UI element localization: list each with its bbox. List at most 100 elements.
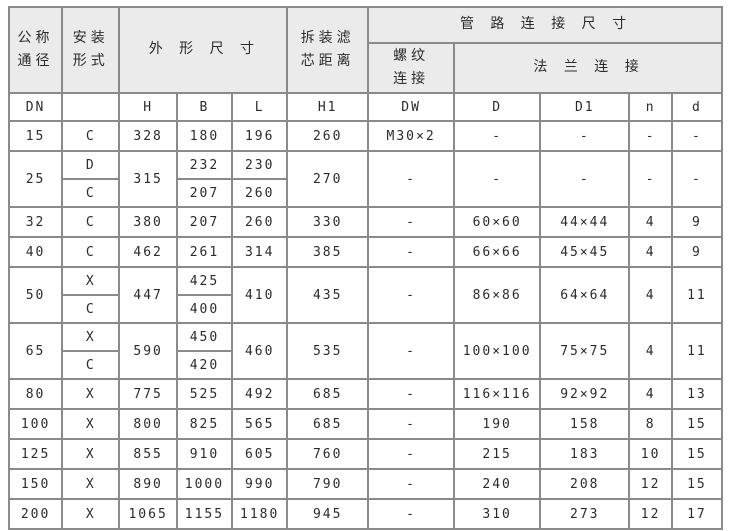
cell: 100 bbox=[7, 408, 64, 440]
header-flange-connection: 法 兰 连 接 bbox=[453, 42, 723, 94]
cell: 462 bbox=[118, 236, 178, 268]
cell: 12 bbox=[628, 468, 673, 500]
cell: X bbox=[61, 322, 121, 352]
cell: 196 bbox=[231, 120, 289, 152]
cell: 17 bbox=[670, 498, 724, 530]
cell: 605 bbox=[231, 438, 289, 470]
cell: 116×116 bbox=[453, 378, 542, 410]
table-row-dn150: 150 X 890 1000 990 790 - 240 208 12 15 bbox=[7, 468, 724, 500]
cell: 65 bbox=[7, 322, 64, 380]
subheader-h1: H1 bbox=[286, 92, 370, 122]
cell: 420 bbox=[175, 350, 234, 380]
cell: 775 bbox=[118, 378, 178, 410]
cell: 200 bbox=[7, 498, 64, 530]
header-overall-dimensions: 外 形 尺 寸 bbox=[118, 6, 289, 94]
subheader-b: B bbox=[175, 92, 234, 122]
cell: C bbox=[61, 350, 121, 380]
subheader-d: D bbox=[453, 92, 542, 122]
header-row-top: 公称 通径 安装 形式 外 形 尺 寸 拆装滤 芯距离 管 路 连 接 尺 寸 bbox=[7, 6, 723, 94]
cell: - bbox=[539, 150, 631, 208]
cell: 330 bbox=[286, 206, 370, 238]
subheader-d1: D1 bbox=[539, 92, 631, 122]
cell: 565 bbox=[231, 408, 289, 440]
cell: 10 bbox=[628, 438, 673, 470]
cell: 75×75 bbox=[539, 322, 631, 380]
table-row-dn50-c: C 400 bbox=[9, 294, 722, 324]
cell: 15 bbox=[670, 408, 724, 440]
cell: - bbox=[367, 236, 456, 268]
cell: 50 bbox=[7, 266, 64, 324]
cell: 158 bbox=[539, 408, 631, 440]
cell: C bbox=[61, 206, 121, 238]
cell: 40 bbox=[7, 236, 64, 268]
cell: 12 bbox=[628, 498, 673, 530]
cell: 990 bbox=[231, 468, 289, 500]
subheader-n: n bbox=[628, 92, 673, 122]
table-row-dn25-c: C 207 260 bbox=[9, 178, 722, 208]
cell: 4 bbox=[628, 322, 673, 380]
subheader-dn: DN bbox=[7, 92, 64, 122]
cell: 855 bbox=[118, 438, 178, 470]
header-row-sub: DN H B L H1 DW D D1 n d bbox=[7, 92, 724, 122]
cell: - bbox=[453, 120, 542, 152]
cell: - bbox=[453, 150, 542, 208]
cell: 260 bbox=[231, 206, 289, 238]
cell: X bbox=[61, 266, 121, 296]
table-row-dn65-x: 65 X 590 450 460 535 - 100×100 75×75 4 1… bbox=[7, 322, 724, 380]
cell: M30×2 bbox=[367, 120, 456, 152]
cell: 86×86 bbox=[453, 266, 542, 324]
cell: 1180 bbox=[231, 498, 289, 530]
cell: - bbox=[670, 120, 724, 152]
cell: 125 bbox=[7, 438, 64, 470]
header-nominal-diameter: 公称 通径 bbox=[7, 6, 64, 94]
subheader-h: H bbox=[118, 92, 178, 122]
cell: - bbox=[539, 120, 631, 152]
cell: 273 bbox=[539, 498, 631, 530]
cell: - bbox=[628, 120, 673, 152]
header-thread-connection: 螺纹 连接 bbox=[367, 42, 456, 94]
cell: 328 bbox=[118, 120, 178, 152]
cell: X bbox=[61, 468, 121, 500]
cell: 790 bbox=[286, 468, 370, 500]
cell: - bbox=[367, 408, 456, 440]
table-row-dn100: 100 X 800 825 565 685 - 190 158 8 15 bbox=[7, 408, 724, 440]
cell: 15 bbox=[670, 468, 724, 500]
table-row-dn200: 200 X 1065 1155 1180 945 - 310 273 12 17 bbox=[7, 498, 724, 530]
cell: 400 bbox=[175, 294, 234, 324]
cell: 685 bbox=[286, 408, 370, 440]
table-row-dn80: 80 X 775 525 492 685 - 116×116 92×92 4 1… bbox=[7, 378, 724, 410]
header-pipe-connection: 管 路 连 接 尺 寸 bbox=[367, 6, 723, 44]
cell: 800 bbox=[118, 408, 178, 440]
cell: 207 bbox=[175, 178, 234, 208]
header-filter-removal-distance: 拆装滤 芯距离 bbox=[286, 6, 370, 94]
cell: C bbox=[61, 236, 121, 268]
cell: 11 bbox=[670, 322, 724, 380]
cell: - bbox=[367, 378, 456, 410]
cell: 45×45 bbox=[539, 236, 631, 268]
cell: 9 bbox=[670, 206, 724, 238]
cell: 447 bbox=[118, 266, 178, 324]
cell: C bbox=[61, 294, 121, 324]
cell: 535 bbox=[286, 322, 370, 380]
cell: 32 bbox=[7, 206, 64, 238]
cell: - bbox=[628, 150, 673, 208]
cell: D bbox=[61, 150, 121, 180]
cell: - bbox=[367, 322, 456, 380]
cell: 232 bbox=[175, 150, 234, 180]
cell: 15 bbox=[7, 120, 64, 152]
cell: X bbox=[61, 438, 121, 470]
subheader-blank bbox=[61, 92, 121, 122]
subheader-dw: DW bbox=[367, 92, 456, 122]
cell: 910 bbox=[175, 438, 234, 470]
cell: 66×66 bbox=[453, 236, 542, 268]
cell: 385 bbox=[286, 236, 370, 268]
cell: 15 bbox=[670, 438, 724, 470]
cell: 1000 bbox=[175, 468, 234, 500]
cell: X bbox=[61, 408, 121, 440]
table-row-dn15: 15 C 328 180 196 260 M30×2 - - - - bbox=[7, 120, 724, 152]
cell: 4 bbox=[628, 236, 673, 268]
cell: - bbox=[367, 468, 456, 500]
table-row-dn125: 125 X 855 910 605 760 - 215 183 10 15 bbox=[7, 438, 724, 470]
cell: 825 bbox=[175, 408, 234, 440]
cell: 150 bbox=[7, 468, 64, 500]
